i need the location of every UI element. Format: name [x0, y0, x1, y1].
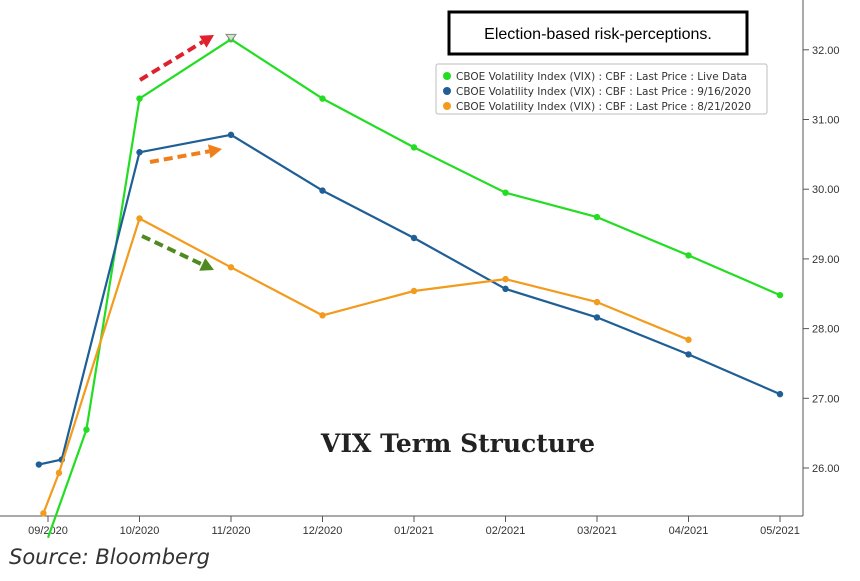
x-tick-label: 02/2021 — [486, 525, 526, 537]
series-1-point — [502, 189, 509, 196]
x-tick-label: 01/2021 — [394, 525, 434, 537]
series-layer — [35, 33, 784, 539]
annotation-box — [447, 10, 749, 56]
x-tick-label: 09/2020 — [28, 525, 68, 537]
series-1-point — [136, 95, 143, 102]
series-3-point — [593, 298, 601, 306]
series-3-point — [227, 264, 235, 271]
series-2-point — [593, 314, 601, 321]
series-2-point — [227, 131, 235, 139]
series-3-point — [410, 287, 418, 295]
series-1-point — [319, 95, 326, 102]
annotation-arrow-head — [199, 258, 214, 271]
annotation-arrows — [138, 35, 222, 271]
series-1-point — [83, 426, 90, 433]
series-line-3 — [42, 217, 689, 514]
series-1-point — [410, 144, 418, 151]
series-3-point — [136, 215, 143, 222]
y-tick-label: 32.00 — [812, 45, 840, 57]
peak-marker — [225, 33, 237, 43]
series-1-point — [685, 252, 692, 259]
series-2-point — [776, 390, 784, 398]
series-3-point — [502, 275, 509, 283]
annotation-arrow-head — [207, 144, 222, 159]
x-tick-label: 05/2021 — [760, 525, 800, 537]
series-3-point — [685, 336, 692, 343]
legend: CBOE Volatility Index (VIX) : CBF : Last… — [435, 63, 768, 115]
series-line-1 — [46, 38, 781, 539]
legend-swatch — [443, 72, 451, 80]
x-tick-label: 04/2021 — [669, 525, 709, 537]
y-tick-label: 29.00 — [812, 254, 840, 266]
series-2-point — [410, 234, 418, 242]
x-tick-label: 10/2020 — [120, 525, 160, 537]
annotation-text: Election-based risk-perceptions. — [484, 26, 712, 43]
x-tick-label: 11/2020 — [212, 525, 251, 537]
series-2-point — [136, 149, 143, 156]
series-3-point — [40, 510, 47, 517]
series-3-point — [319, 312, 326, 319]
y-tick-label: 31.00 — [812, 115, 840, 127]
series-2-point — [319, 187, 326, 194]
x-tick-label: 03/2021 — [577, 525, 617, 537]
legend-label: CBOE Volatility Index (VIX) : CBF : Last… — [456, 71, 747, 83]
legend-label: CBOE Volatility Index (VIX) : CBF : Last… — [456, 86, 751, 98]
y-tick-label: 26.00 — [812, 463, 840, 475]
legend-swatch — [443, 87, 451, 95]
y-axis-ticks: 26.00 27.00 28.00 29.00 30.00 31.00 32.00 — [803, 45, 840, 475]
annotation-arrow-shaft — [149, 149, 210, 164]
x-axis-ticks: 09/2020 10/2020 11/2020 12/2020 01/2021 02/20… — [28, 516, 800, 537]
x-tick-label: 12/2020 — [303, 525, 343, 537]
chart-title: VIX Term Structure — [320, 429, 595, 458]
y-tick-label: 27.00 — [812, 393, 840, 405]
series-2-point — [502, 285, 509, 293]
annotation-arrow-shaft — [141, 234, 204, 267]
series-3-point — [55, 469, 63, 477]
series-2-point — [35, 461, 43, 468]
legend-label: CBOE Volatility Index (VIX) : CBF : Last… — [456, 101, 751, 113]
annotation-arrow-shaft — [138, 40, 204, 82]
series-1-point — [776, 291, 784, 299]
y-tick-label: 30.00 — [812, 184, 840, 196]
y-tick-label: 28.00 — [812, 324, 840, 336]
annotation-arrow-head — [199, 35, 214, 48]
chart-axes — [0, 0, 804, 517]
series-line-2 — [38, 133, 781, 466]
legend-box — [435, 63, 768, 115]
series-1-point — [593, 213, 601, 221]
legend-swatch — [443, 102, 451, 110]
source-caption: Source: Bloomberg — [9, 545, 210, 569]
series-2-point — [685, 351, 692, 358]
